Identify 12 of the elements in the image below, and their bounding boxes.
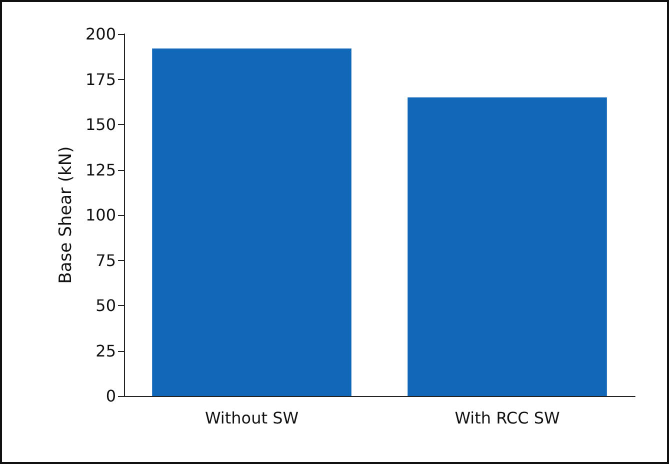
y-tick-label: 150: [85, 115, 116, 134]
y-tick-label: 200: [85, 24, 116, 44]
x-tick-label: With RCC SW: [454, 408, 560, 428]
y-tick-label: 100: [85, 206, 116, 224]
y-tick-label: 25: [96, 341, 116, 360]
y-tick-label: 0: [106, 386, 116, 406]
x-tick-label: Without SW: [204, 408, 299, 428]
y-tick-label: 75: [96, 250, 116, 270]
y-tick-label: 175: [85, 70, 116, 89]
y-axis-title: Base Shear (kN): [56, 146, 76, 284]
y-tick-label: 125: [85, 160, 116, 180]
y-tick-label: 50: [96, 296, 116, 315]
